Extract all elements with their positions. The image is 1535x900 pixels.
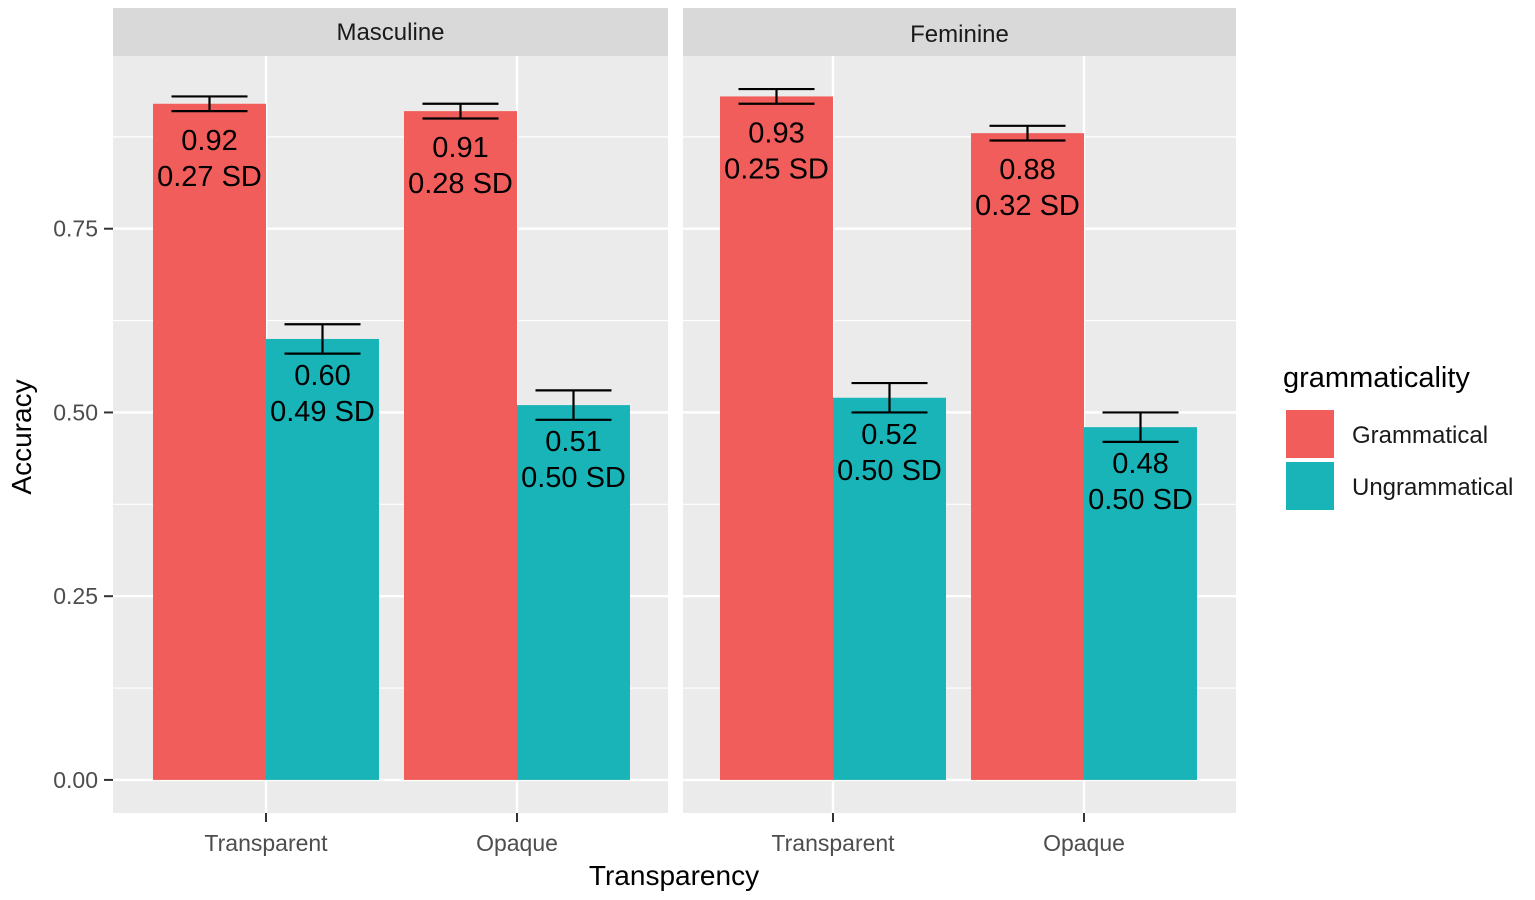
- bar-feminine-transparent-ungrammatical: [833, 397, 946, 780]
- bar-label-sd: 0.25 SD: [724, 153, 829, 185]
- y-tick-label: 0.50: [53, 399, 98, 425]
- bar-label-sd: 0.49 SD: [270, 396, 375, 428]
- bar-label-mean: 0.51: [545, 426, 601, 458]
- bar-masculine-transparent-grammatical: [153, 103, 266, 780]
- bar-label-sd: 0.32 SD: [975, 190, 1080, 222]
- x-tick-label: Opaque: [1043, 830, 1125, 856]
- facet-panel-masculine: Masculine 0.92 0.27 SD 0.60 0.49 SD 0.91 0.28…: [113, 8, 668, 813]
- y-tick-label: 0.00: [53, 767, 98, 793]
- bar-label-mean: 0.92: [181, 125, 237, 157]
- bar-label-sd: 0.28 SD: [408, 168, 513, 200]
- y-tick-label: 0.75: [53, 216, 98, 242]
- legend-label-grammatical: Grammatical: [1352, 422, 1488, 449]
- bar-label-mean: 0.52: [861, 419, 917, 451]
- bar-label-mean: 0.88: [999, 154, 1055, 186]
- bar-label-mean: 0.48: [1112, 448, 1168, 480]
- bar-label-sd: 0.50 SD: [837, 455, 942, 487]
- legend-title: grammaticality: [1283, 362, 1470, 394]
- bar-label-sd: 0.50 SD: [521, 462, 626, 494]
- y-tick-label: 0.25: [53, 583, 98, 609]
- x-tick-label: Transparent: [771, 830, 895, 856]
- facet-panel-feminine: Feminine 0.93 0.25 SD 0.52 0.50 SD 0.88 0.32 …: [683, 8, 1236, 813]
- legend-label-ungrammatical: Ungrammatical: [1352, 474, 1513, 501]
- bar-masculine-transparent-ungrammatical: [266, 338, 379, 780]
- legend-key-ungrammatical: [1286, 462, 1334, 510]
- legend-key-grammatical: [1286, 410, 1334, 458]
- bar-masculine-opaque-ungrammatical: [517, 405, 630, 780]
- x-axis-title: Transparency: [589, 860, 759, 891]
- facet-strip-label: Feminine: [910, 21, 1009, 48]
- bar-label-mean: 0.60: [294, 360, 350, 392]
- facet-strip-feminine: [683, 8, 1236, 56]
- bar-feminine-opaque-ungrammatical: [1084, 427, 1197, 780]
- y-axis: 0.00 0.25 0.50 0.75: [53, 216, 113, 793]
- bar-label-mean: 0.91: [432, 132, 488, 164]
- bar-masculine-opaque-grammatical: [404, 111, 517, 780]
- bar-feminine-opaque-grammatical: [971, 133, 1084, 780]
- x-tick-label: Opaque: [476, 830, 558, 856]
- bar-feminine-transparent-grammatical: [720, 96, 833, 780]
- bar-label-sd: 0.27 SD: [157, 161, 262, 193]
- facet-strip-masculine: [113, 8, 668, 56]
- bar-label-sd: 0.50 SD: [1088, 484, 1193, 516]
- bar-label-mean: 0.93: [748, 117, 804, 149]
- facet-strip-label: Masculine: [336, 19, 444, 46]
- x-tick-label: Transparent: [204, 830, 328, 856]
- x-axis: Transparent Opaque Transparent Opaque: [204, 813, 1125, 856]
- legend: grammaticality Grammatical Ungrammatical: [1283, 362, 1513, 510]
- y-axis-title: Accuracy: [6, 379, 37, 494]
